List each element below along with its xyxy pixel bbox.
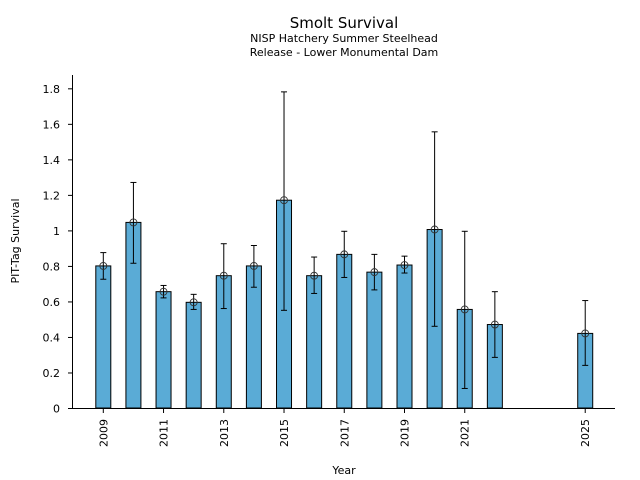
- y-tick-label: 1.2: [43, 189, 61, 202]
- x-tick-label: 2021: [459, 419, 472, 447]
- marker-2009: [99, 261, 108, 270]
- chart-title: Smolt Survival: [290, 14, 399, 32]
- markers-group: [99, 196, 590, 338]
- chart-subtitle-line-1: NISP Hatchery Summer Steelhead: [250, 32, 438, 45]
- x-tick-label: 2025: [579, 419, 592, 447]
- marker-2022: [490, 320, 499, 329]
- bar-2009: [95, 265, 112, 409]
- y-ticks-group: 0 0.2 0.4 0.6 0.8 1 1.2 1.4 1.6 1.8: [43, 83, 73, 416]
- x-ticks-group: 2009 2011 2013 2015 2017 2019 2021 2025: [97, 408, 592, 447]
- marker-2017: [340, 250, 349, 259]
- y-tick-label: 0.6: [43, 296, 61, 309]
- error-bars-group: [100, 91, 589, 389]
- marker-2013: [219, 271, 228, 280]
- marker-2021: [460, 305, 469, 314]
- marker-2012: [189, 298, 198, 307]
- y-axis-label: PIT-Tag Survival: [9, 198, 22, 283]
- y-tick-label: 1.8: [43, 83, 61, 96]
- marker-2015: [280, 196, 288, 205]
- marker-2018: [370, 268, 379, 277]
- y-tick-label: 1: [53, 225, 60, 238]
- y-tick-label: 1.4: [43, 154, 61, 167]
- marker-2020: [430, 225, 439, 234]
- x-tick-label: 2017: [338, 419, 351, 447]
- y-tick-label: 0.8: [43, 260, 61, 273]
- y-tick-label: 0.4: [43, 331, 61, 344]
- x-tick-label: 2019: [399, 419, 412, 447]
- y-tick-label: 0.2: [43, 367, 61, 380]
- bar-2012: [185, 301, 202, 409]
- chart-subtitle-line-2: Release - Lower Monumental Dam: [250, 46, 439, 59]
- bar-2019: [396, 264, 413, 409]
- bar-2011: [155, 291, 172, 409]
- x-axis-label: Year: [331, 464, 356, 477]
- marker-2010: [129, 218, 138, 227]
- marker-2019: [400, 261, 409, 269]
- marker-2014: [249, 261, 258, 270]
- bar-2018: [366, 271, 383, 409]
- x-tick-label: 2011: [158, 419, 171, 447]
- y-tick-label: 0: [53, 403, 60, 416]
- x-tick-label: 2015: [278, 419, 291, 447]
- x-tick-label: 2013: [218, 419, 231, 447]
- x-tick-label: 2009: [97, 419, 110, 447]
- marker-2025: [581, 329, 590, 338]
- bar-2016: [306, 275, 323, 409]
- y-tick-label: 1.6: [43, 118, 61, 131]
- marker-2011: [159, 287, 168, 296]
- marker-2016: [310, 271, 319, 280]
